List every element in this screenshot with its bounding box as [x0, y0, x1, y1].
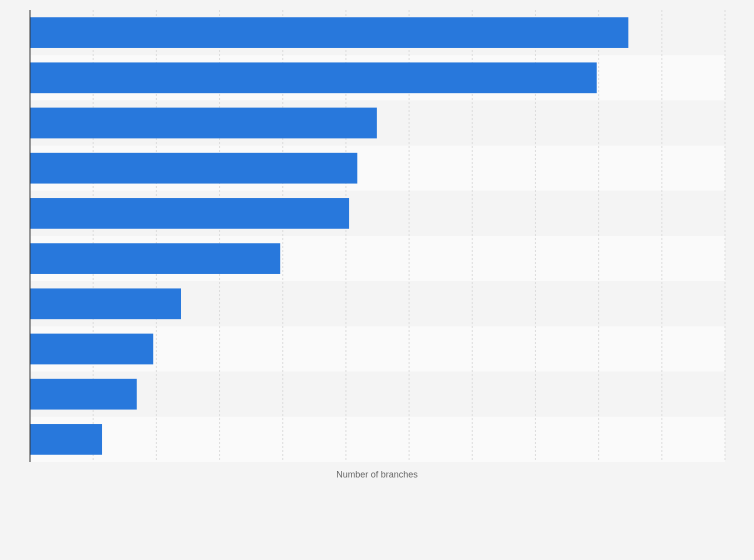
bar	[30, 107, 377, 139]
bar	[30, 288, 182, 320]
bar	[30, 198, 350, 229]
bar	[30, 243, 281, 274]
row-band	[30, 371, 725, 417]
bar	[30, 62, 597, 94]
x-axis-label: Number of branches	[336, 469, 418, 479]
bar	[30, 378, 137, 410]
bar	[30, 152, 358, 184]
bar	[30, 424, 103, 455]
bar	[30, 17, 629, 48]
bar	[30, 333, 154, 365]
row-band	[30, 416, 725, 462]
